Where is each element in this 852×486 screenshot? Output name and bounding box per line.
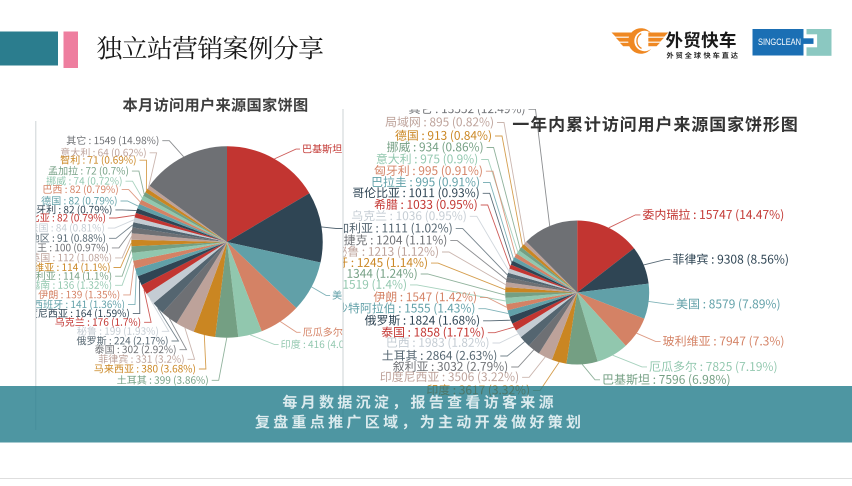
svg-text:SINGCLEAN: SINGCLEAN [758,36,801,47]
